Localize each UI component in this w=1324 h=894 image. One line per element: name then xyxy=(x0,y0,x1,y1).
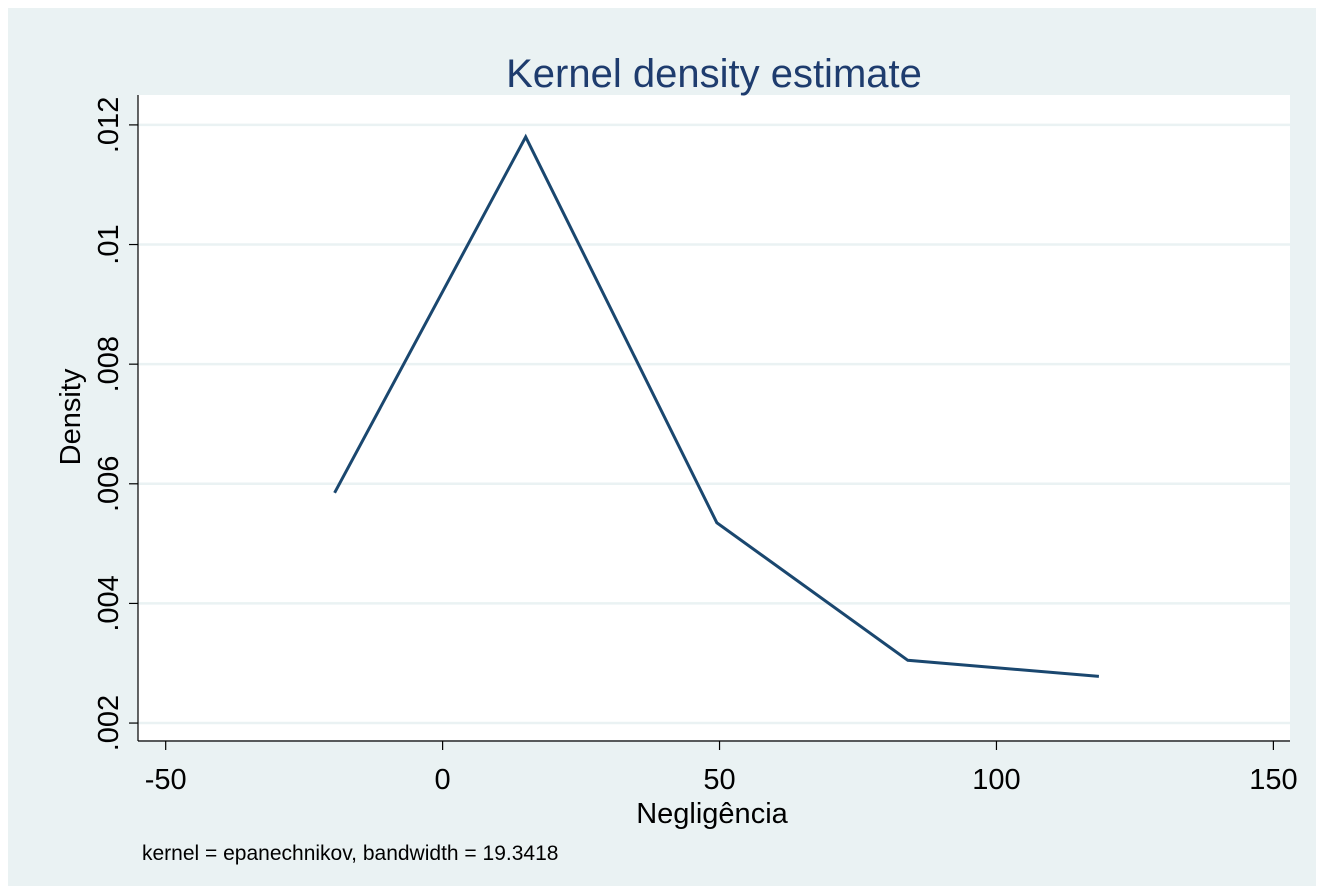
y-tick-label: .012 xyxy=(93,97,125,153)
chart-title: Kernel density estimate xyxy=(506,52,922,96)
y-tick-label: .01 xyxy=(93,224,125,264)
x-tick-label: 100 xyxy=(972,764,1020,796)
y-tick-label: .002 xyxy=(93,695,125,751)
x-tick-label: -50 xyxy=(145,764,187,796)
x-tick-label: 150 xyxy=(1249,764,1297,796)
plot-area xyxy=(138,95,1290,740)
x-tick-label: 0 xyxy=(435,764,451,796)
y-axis-label: Density xyxy=(55,368,87,465)
x-axis-label: Negligência xyxy=(636,798,788,830)
y-tick-label: .008 xyxy=(93,336,125,392)
density-series xyxy=(333,133,1100,678)
y-tick-label: .004 xyxy=(93,575,125,631)
kernel-note: kernel = epanechnikov, bandwidth = 19.34… xyxy=(142,842,558,865)
grid-lines xyxy=(138,123,1290,725)
x-tick-label: 50 xyxy=(703,764,735,796)
density-line xyxy=(333,133,1100,678)
y-tick-label: .006 xyxy=(93,456,125,512)
axis-ticks: .002 .004 .006 .008 .01 .012 -50 0 50 100 150 xyxy=(93,97,1298,796)
